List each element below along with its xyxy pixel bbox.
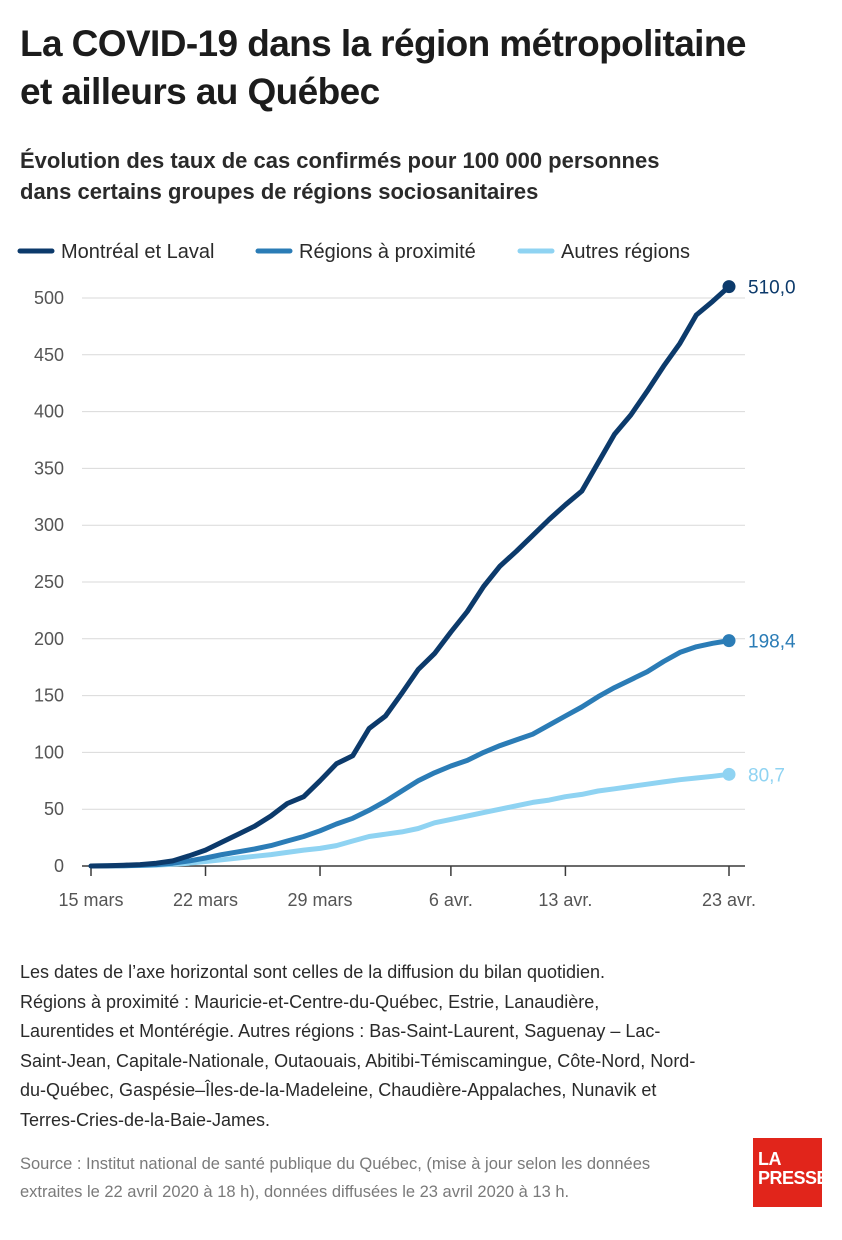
source-line: extraites le 22 avril 2020 à 18 h), donn…	[20, 1183, 570, 1201]
x-axis: 15 mars 22 mars 29 mars 6 avr. 13 avr. 23 avr…	[58, 865, 756, 910]
note-line: Les dates de l’axe horizontal sont celle…	[20, 962, 606, 982]
note-line: du-Québec, Gaspésie–Îles-de-la-Madeleine…	[20, 1080, 657, 1100]
y-tick-label: 500	[34, 288, 64, 308]
y-tick-label: 100	[34, 742, 64, 762]
line-chart: Montréal et Laval Régions à proximité Autr…	[17, 241, 796, 910]
y-tick-label: 250	[34, 572, 64, 592]
end-labels: 80,7 198,4 510,0	[722, 278, 796, 786]
gridlines	[82, 297, 745, 810]
x-tick-label: 13 avr.	[538, 890, 592, 910]
x-tick-label: 29 mars	[288, 890, 353, 910]
series-line-proximite	[88, 638, 732, 869]
y-axis-ticks: 0 50 100 150 200 250 300 350 400 450 500	[34, 288, 64, 876]
y-tick-label: 350	[34, 458, 64, 478]
series-lines	[88, 284, 732, 869]
legend-label: Montréal et Laval	[61, 241, 214, 263]
y-tick-label: 300	[34, 515, 64, 535]
series-line-autres	[88, 771, 732, 869]
data-label: 80,7	[748, 765, 785, 786]
legend-label: Régions à proximité	[299, 241, 476, 263]
logo-line-2: PRESSE	[758, 1168, 829, 1188]
note-line: Régions à proximité : Mauricie-et-Centre…	[20, 991, 600, 1012]
title-line-2: et ailleurs au Québec	[20, 71, 380, 112]
y-tick-label: 150	[34, 686, 64, 706]
title-line-1: La COVID-19 dans la région métropolitain…	[20, 23, 746, 64]
y-tick-label: 450	[34, 345, 64, 365]
chart-title: La COVID-19 dans la région métropolitain…	[20, 20, 820, 116]
x-tick-label: 22 mars	[173, 890, 238, 910]
chart-subtitle: Évolution des taux de cas confirmés pour…	[20, 145, 820, 207]
chart-notes: Les dates de l’axe horizontal sont celle…	[20, 958, 830, 1135]
data-label: 198,4	[748, 632, 796, 653]
series-line-montreal	[88, 284, 732, 869]
subtitle-line-2: dans certains groupes de régions sociosa…	[20, 179, 539, 204]
legend-label: Autres régions	[561, 241, 690, 263]
note-line: Laurentides et Montérégie. Autres région…	[20, 1021, 661, 1041]
y-tick-label: 50	[44, 799, 64, 819]
legend: Montréal et Laval Régions à proximité Autr…	[17, 241, 690, 263]
x-tick-label: 23 avr.	[702, 890, 756, 910]
data-label: 510,0	[748, 278, 796, 299]
la-presse-logo: LA PRESSE	[753, 1138, 829, 1207]
subtitle-line-1: Évolution des taux de cas confirmés pour…	[20, 148, 660, 173]
logo-line-1: LA	[758, 1149, 782, 1169]
source-note: Source : Institut national de santé publ…	[20, 1150, 720, 1206]
y-tick-label: 200	[34, 629, 64, 649]
y-tick-label: 400	[34, 402, 64, 422]
y-tick-label: 0	[54, 856, 64, 876]
note-line: Saint-Jean, Capitale-Nationale, Outaouai…	[20, 1050, 696, 1071]
source-line: Source : Institut national de santé publ…	[20, 1155, 651, 1173]
series-end-point	[722, 634, 736, 648]
x-tick-label: 15 mars	[58, 890, 123, 910]
x-tick-label: 6 avr.	[429, 890, 473, 910]
note-line: Terres-Cries-de-la-Baie-James.	[20, 1109, 271, 1130]
series-end-point	[722, 767, 736, 781]
series-end-point	[722, 280, 736, 294]
